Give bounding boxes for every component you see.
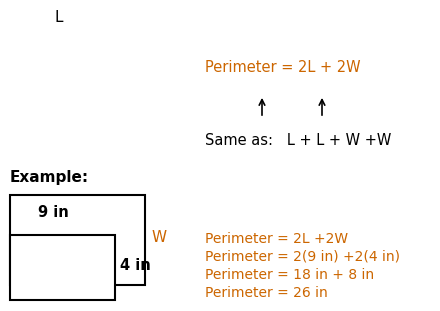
- Text: Perimeter = 2L +2W: Perimeter = 2L +2W: [205, 232, 348, 246]
- Bar: [10, 235, 115, 300]
- Text: W: W: [152, 230, 167, 245]
- Text: Example:: Example:: [10, 170, 89, 185]
- Text: Perimeter = 18 in + 8 in: Perimeter = 18 in + 8 in: [205, 268, 374, 282]
- Text: Perimeter = 2(9 in) +2(4 in): Perimeter = 2(9 in) +2(4 in): [205, 250, 400, 264]
- Text: L: L: [55, 10, 63, 25]
- Text: 4 in: 4 in: [120, 258, 151, 272]
- Text: Same as:   L + L + W +W: Same as: L + L + W +W: [205, 133, 391, 148]
- Text: Perimeter = 2L + 2W: Perimeter = 2L + 2W: [205, 60, 361, 75]
- Text: Perimeter = 26 in: Perimeter = 26 in: [205, 286, 328, 300]
- Bar: [10, 195, 145, 285]
- Text: 9 in: 9 in: [38, 205, 69, 220]
